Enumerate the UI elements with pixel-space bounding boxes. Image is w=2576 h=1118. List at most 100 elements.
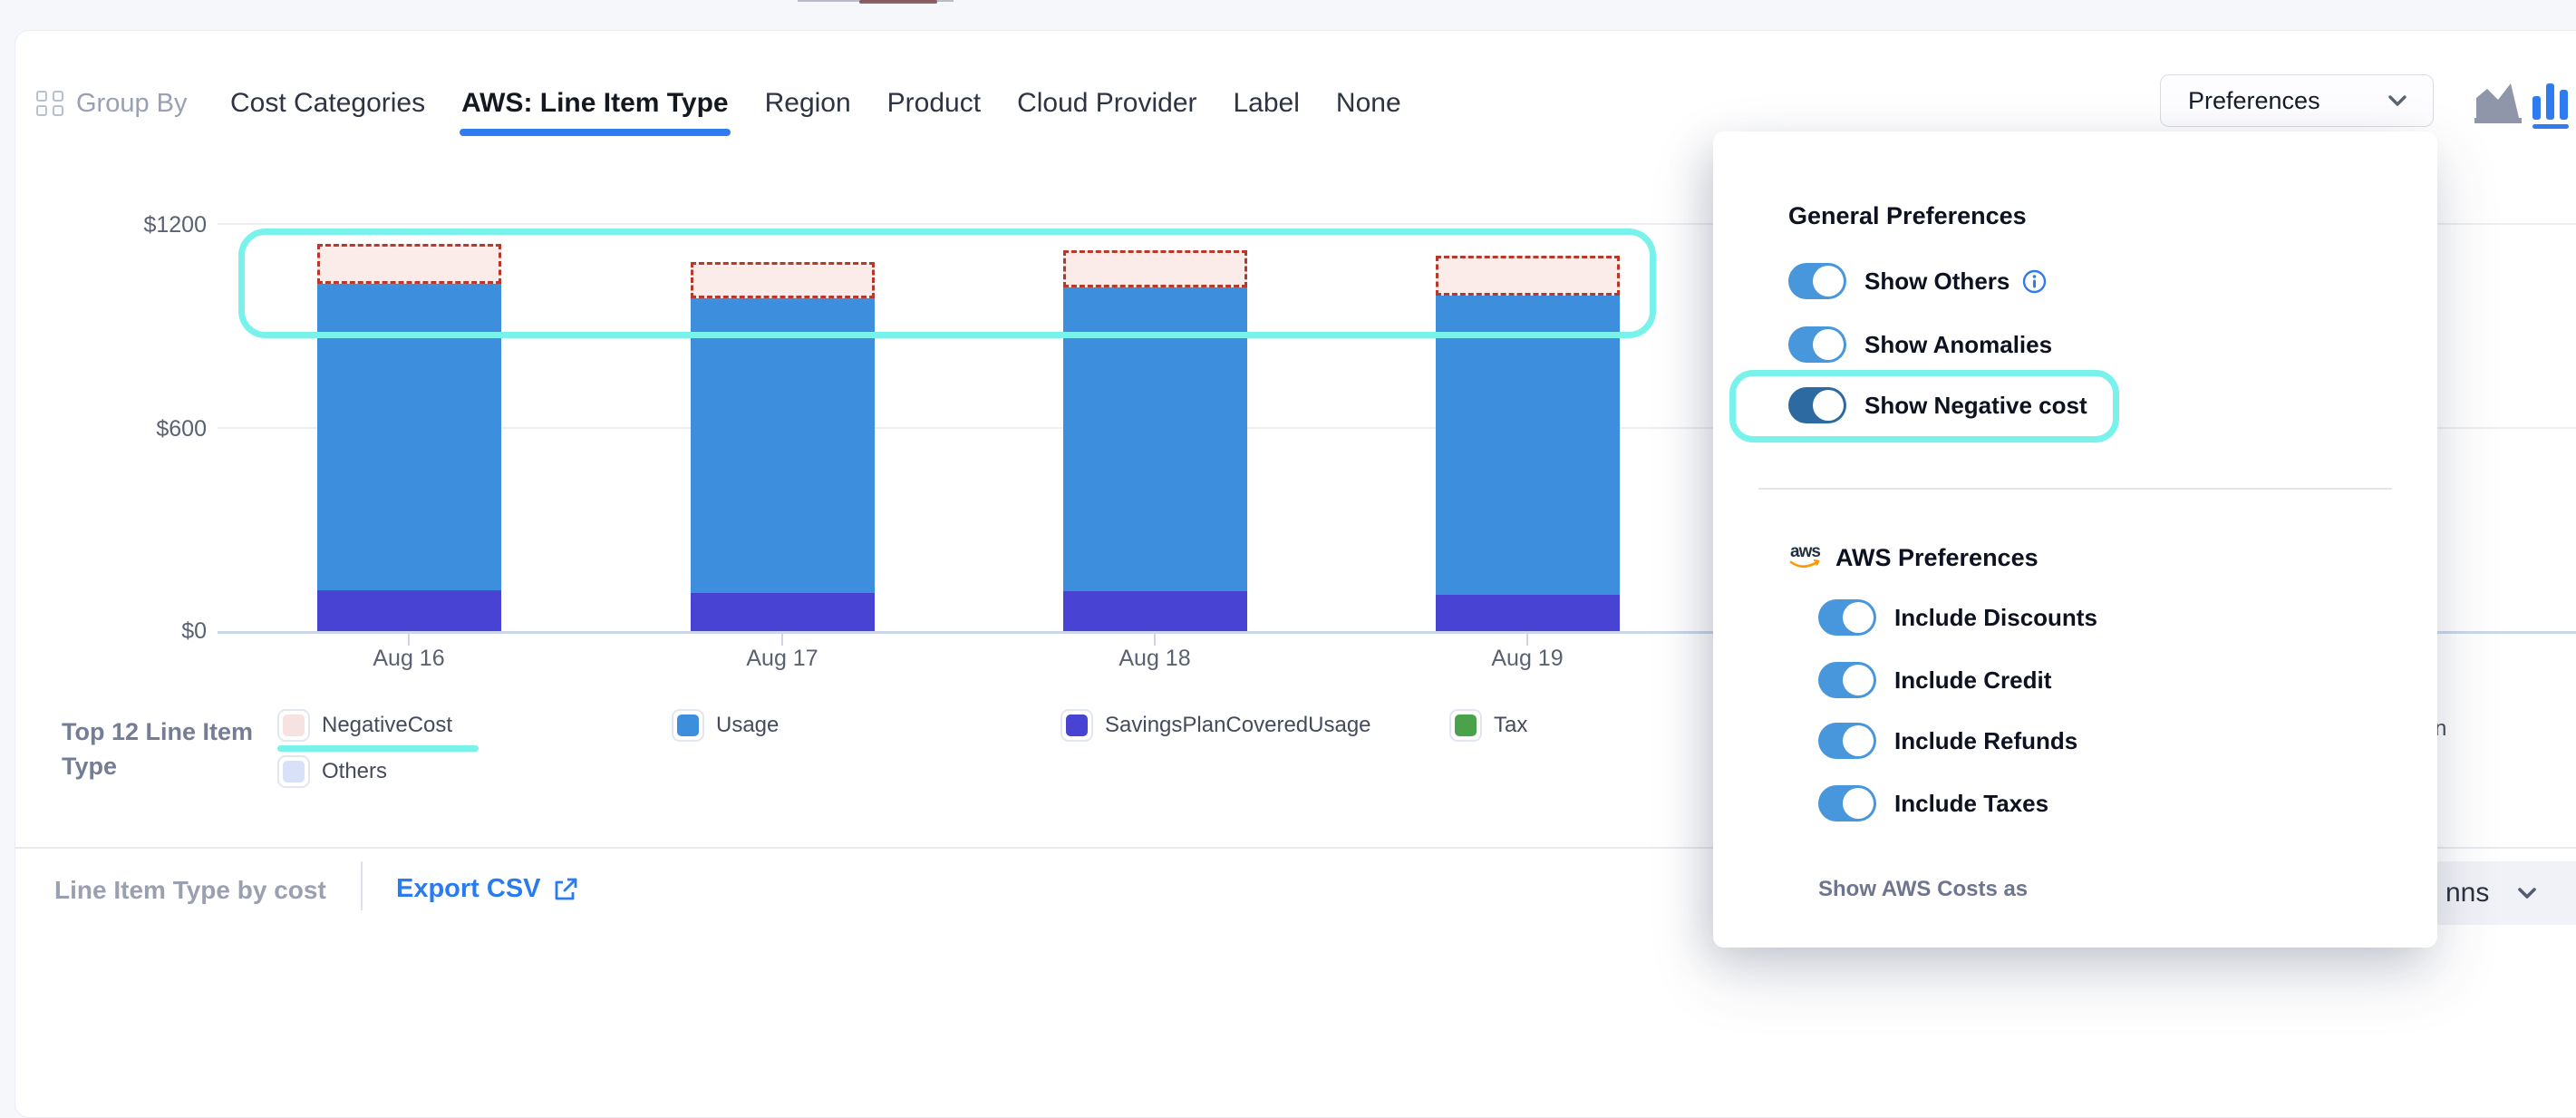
legend-label: Others: [322, 759, 388, 783]
toggle-label: Show Negative cost: [1864, 391, 2087, 419]
show-others-toggle[interactable]: [1788, 263, 1846, 299]
bar-chart-icon[interactable]: [2532, 78, 2571, 129]
toggle-row-show-negative-cost: Show Negative cost: [1788, 387, 2087, 423]
grid-icon: [36, 90, 63, 117]
footer-divider: [361, 861, 363, 910]
y-axis-label: $0: [181, 618, 207, 644]
legend-swatch: [672, 709, 704, 742]
aws-preferences-title: AWS Preferences: [1835, 543, 2039, 571]
table-section-title: Line Item Type by cost: [54, 876, 326, 904]
info-icon[interactable]: [2022, 269, 2047, 294]
general-preferences-title: General Preferences: [1788, 202, 2027, 229]
include-discounts-toggle[interactable]: [1818, 599, 1876, 636]
toggle-label: Include Taxes: [1894, 789, 2049, 817]
legend-title: Top 12 Line Item Type: [62, 718, 254, 780]
include-refunds-toggle[interactable]: [1818, 723, 1876, 759]
legend-item-others[interactable]: Others: [277, 755, 387, 788]
top-edge-artifact: [859, 0, 937, 4]
preferences-dropdown-label: Preferences: [2188, 86, 2320, 114]
toggle-label: Include Credit: [1894, 666, 2052, 694]
bar-segment-NegativeCost: [1062, 250, 1247, 287]
toggle-label: Include Refunds: [1894, 726, 2078, 754]
tab-aws-line-item-type[interactable]: AWS: Line Item Type: [460, 88, 731, 136]
bar-segment-NegativeCost: [690, 262, 875, 298]
toggle-label: Show Anomalies: [1864, 330, 2053, 358]
bar-segment-Usage: [690, 298, 875, 593]
x-axis-tick: [1154, 633, 1156, 646]
group-by-tabs: Cost Categories AWS: Line Item Type Regi…: [230, 87, 1401, 136]
legend-swatch: [1449, 709, 1482, 742]
preferences-panel: General Preferences Show Others Show Ano…: [1713, 131, 2437, 948]
bar-segment-NegativeCost: [316, 244, 501, 284]
show-negative-cost-toggle[interactable]: [1788, 387, 1846, 423]
aws-logo-icon: aws: [1788, 542, 1825, 573]
chevron-down-icon: [2518, 888, 2537, 899]
toggle-row-include-discounts: Include Discounts: [1818, 599, 2097, 636]
bar-segment-SavingsPlanCoveredUsage: [1062, 591, 1247, 631]
toggle-label: Show Others: [1864, 267, 2010, 295]
legend-highlight-underline: [277, 745, 479, 752]
columns-dropdown-label: nns: [2445, 878, 2490, 908]
x-axis-tick: [1526, 633, 1528, 646]
negative-cost-highlight-annotation: [238, 228, 1656, 338]
legend-item-savingsplancoveredusage[interactable]: SavingsPlanCoveredUsage: [1060, 709, 1371, 742]
footer-separator: [15, 847, 2576, 849]
include-credit-toggle[interactable]: [1818, 662, 1876, 698]
legend-item-tax[interactable]: Tax: [1449, 709, 1527, 742]
x-axis-label: Aug 17: [746, 646, 818, 671]
tab-cloud-provider[interactable]: Cloud Provider: [1017, 88, 1197, 118]
panel-divider: [1758, 488, 2392, 490]
x-axis-tick: [408, 633, 410, 646]
toggle-row-show-anomalies: Show Anomalies: [1788, 326, 2052, 363]
bar-segment-SavingsPlanCoveredUsage: [1435, 595, 1620, 631]
toggle-row-include-taxes: Include Taxes: [1818, 785, 2048, 821]
toggle-row-show-others: Show Others: [1788, 263, 2047, 299]
tab-label[interactable]: Label: [1233, 88, 1300, 118]
area-chart-icon[interactable]: [2474, 82, 2522, 123]
export-csv-label: Export CSV: [396, 874, 541, 903]
group-by-label: Group By: [76, 88, 188, 118]
legend-label: Usage: [716, 713, 780, 737]
active-tab-underline: [460, 129, 731, 136]
bar-segment-NegativeCost: [1435, 256, 1620, 296]
preferences-dropdown[interactable]: Preferences: [2160, 74, 2434, 127]
toggle-row-include-credit: Include Credit: [1818, 662, 2051, 698]
x-axis-label: Aug 19: [1491, 646, 1564, 671]
legend-item-partially-hidden: n: [2435, 716, 2447, 741]
columns-dropdown-button[interactable]: nns: [2426, 861, 2576, 925]
legend-item-usage[interactable]: Usage: [672, 709, 779, 742]
bar-segment-SavingsPlanCoveredUsage: [690, 593, 875, 631]
aws-preferences-heading: aws AWS Preferences: [1788, 540, 2039, 576]
toggle-row-include-refunds: Include Refunds: [1818, 723, 2077, 759]
tab-region[interactable]: Region: [764, 88, 851, 118]
tab-none[interactable]: None: [1335, 88, 1401, 118]
bar-segment-SavingsPlanCoveredUsage: [316, 590, 501, 631]
group-by-control: Group By: [36, 87, 188, 120]
x-axis-tick: [781, 633, 783, 646]
bar-segment-Usage: [1435, 296, 1620, 595]
tab-cost-categories[interactable]: Cost Categories: [230, 88, 426, 118]
legend-item-negativecost[interactable]: NegativeCost: [277, 709, 452, 742]
show-negative-cost-highlight-annotation: [1729, 370, 2119, 442]
show-aws-costs-as-label: Show AWS Costs as: [1818, 877, 2029, 901]
legend-swatch: [277, 709, 310, 742]
x-axis-label: Aug 16: [373, 646, 445, 671]
legend-swatch: [277, 755, 310, 788]
legend-swatch: [1060, 709, 1093, 742]
x-axis-line: [218, 631, 2576, 634]
export-csv-link[interactable]: Export CSV: [396, 874, 579, 904]
y-axis-label: $1200: [143, 212, 207, 238]
y-axis-label: $600: [156, 416, 207, 442]
show-anomalies-toggle[interactable]: [1788, 326, 1846, 363]
gridline-600: [218, 427, 2576, 429]
toggle-label: Include Discounts: [1894, 603, 2097, 631]
legend-label: Tax: [1494, 713, 1528, 737]
tab-label: AWS: Line Item Type: [461, 88, 729, 118]
tab-product[interactable]: Product: [886, 88, 982, 118]
chevron-down-icon: [2388, 95, 2407, 106]
page: Group By Cost Categories AWS: Line Item …: [15, 0, 2576, 1118]
gridline-1200: [218, 223, 2576, 225]
legend-label: NegativeCost: [322, 713, 453, 737]
x-axis-label: Aug 18: [1119, 646, 1191, 671]
include-taxes-toggle[interactable]: [1818, 785, 1876, 821]
